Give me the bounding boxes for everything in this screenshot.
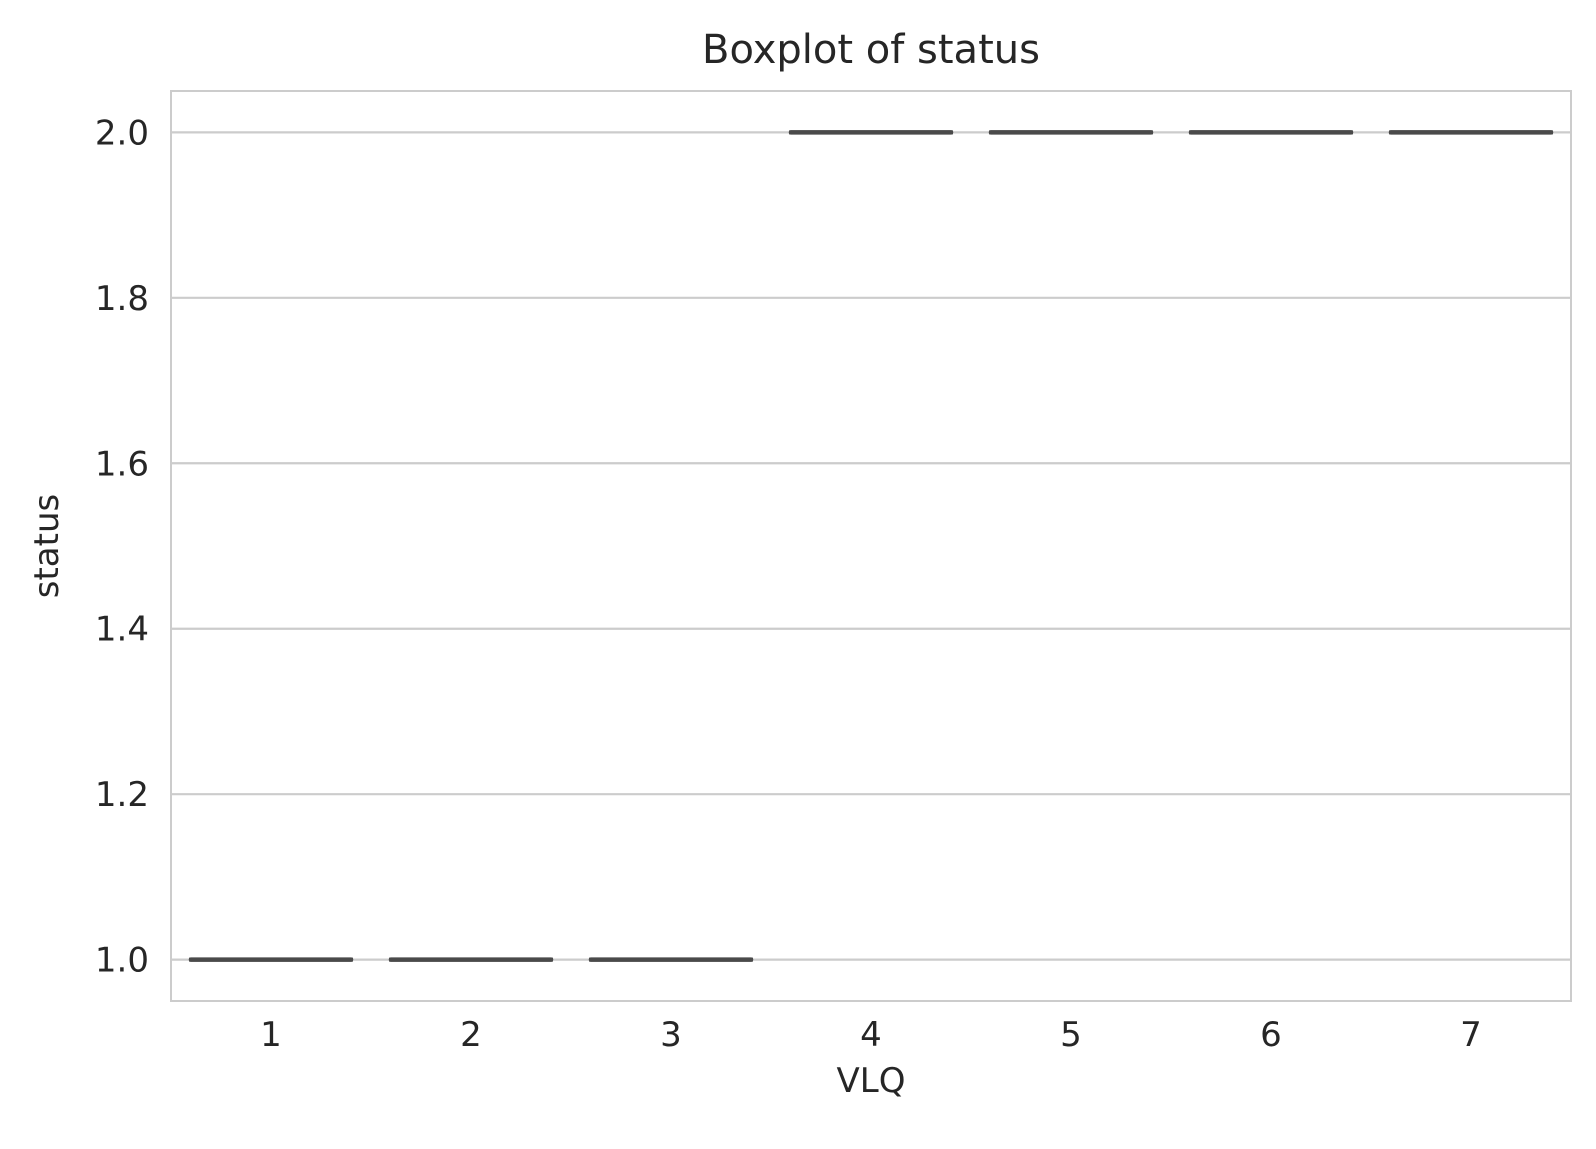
y-tick-labels: 1.0 1.2 1.4 1.6 1.8 2.0 xyxy=(95,113,149,980)
x-tick-label: 3 xyxy=(660,1015,682,1055)
x-tick-label: 7 xyxy=(1460,1015,1482,1055)
y-tick-label: 2.0 xyxy=(95,113,149,153)
x-tick-label: 5 xyxy=(1060,1015,1082,1055)
y-tick-label: 1.4 xyxy=(95,610,149,650)
x-tick-label: 2 xyxy=(460,1015,482,1055)
x-tick-label: 4 xyxy=(860,1015,882,1055)
x-tick-label: 6 xyxy=(1260,1015,1282,1055)
y-tick-label: 1.6 xyxy=(95,444,149,484)
x-tick-labels: 1 2 3 4 5 6 7 xyxy=(260,1015,1482,1055)
y-axis-label: status xyxy=(27,494,67,598)
x-tick-label: 1 xyxy=(260,1015,282,1055)
y-tick-label: 1.2 xyxy=(95,775,149,815)
chart-title: Boxplot of status xyxy=(702,27,1040,73)
grid-lines xyxy=(171,131,1571,961)
x-axis-label: VLQ xyxy=(837,1061,906,1101)
box-series xyxy=(188,130,1554,962)
y-tick-label: 1.8 xyxy=(95,279,149,319)
y-tick-label: 1.0 xyxy=(95,941,149,981)
plot-frame xyxy=(170,90,1572,1002)
